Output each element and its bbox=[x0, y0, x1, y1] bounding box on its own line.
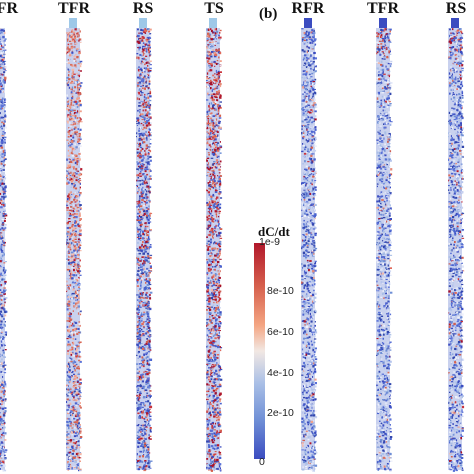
a-col-rfr bbox=[0, 28, 8, 472]
a-col-tfr-inlet bbox=[69, 18, 77, 28]
a-col-rs-inlet bbox=[139, 18, 147, 28]
b-col-rfr bbox=[301, 18, 318, 472]
b-col-rs bbox=[448, 18, 465, 472]
b-col-label-1: RFR bbox=[291, 0, 325, 17]
colorbar-tick-1e-9: 1e-9 bbox=[259, 236, 281, 248]
panel-b-label: (b) bbox=[259, 6, 278, 22]
a-col-label-2: TFR bbox=[58, 0, 90, 17]
b-col-label-3: RS bbox=[445, 0, 467, 17]
colorbar-tick-8e-10: 8e-10 bbox=[267, 285, 294, 297]
a-col-label-4: TS bbox=[204, 0, 224, 17]
a-col-rs bbox=[136, 18, 153, 472]
a-col-ts bbox=[206, 18, 223, 472]
a-col-rfr-body bbox=[0, 28, 5, 470]
b-col-tfr-inlet bbox=[379, 18, 387, 28]
a-col-label-1: TFR bbox=[0, 0, 18, 17]
b-col-rfr-inlet bbox=[304, 18, 312, 28]
colorbar-gradient bbox=[254, 243, 265, 459]
b-col-tfr bbox=[376, 18, 393, 472]
b-col-label-2: TFR bbox=[367, 0, 399, 17]
colorbar-tick-0: 0 bbox=[259, 456, 265, 468]
a-col-ts-inlet bbox=[209, 18, 217, 28]
colorbar-tick-4e-10: 4e-10 bbox=[267, 367, 294, 379]
a-col-label-3: RS bbox=[132, 0, 154, 17]
colorbar-title: dC/dt bbox=[258, 224, 290, 239]
colorbar-tick-2e-10: 2e-10 bbox=[267, 407, 294, 419]
b-col-rs-inlet bbox=[451, 18, 459, 28]
colorbar-tick-6e-10: 6e-10 bbox=[267, 326, 294, 338]
a-col-tfr bbox=[66, 18, 83, 472]
